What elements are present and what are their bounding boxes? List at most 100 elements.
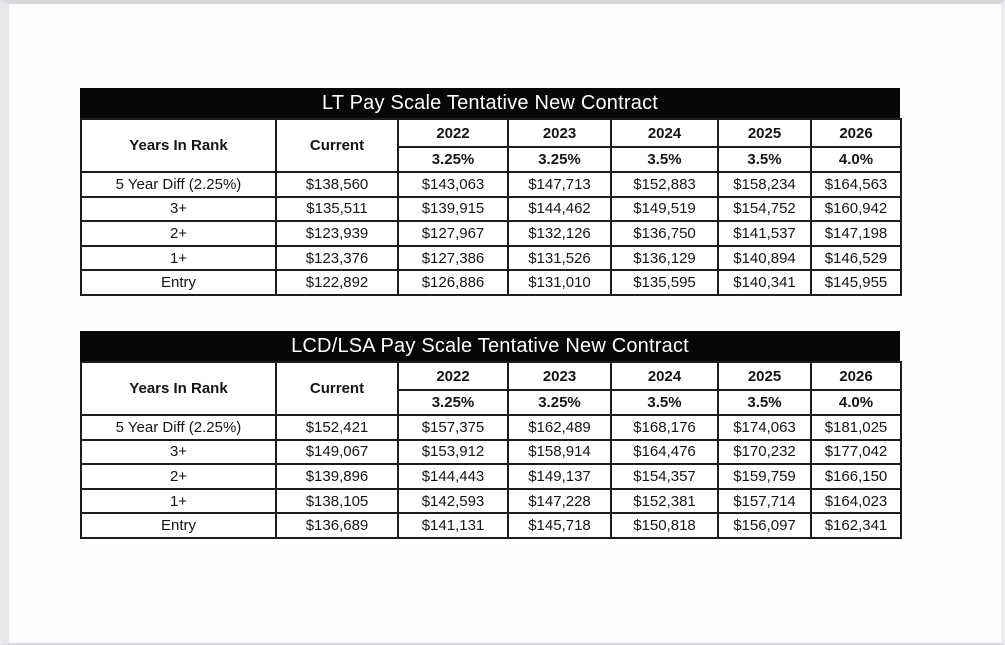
row-label-cell: 3+ — [80, 438, 277, 466]
pay-value-cell: $122,892 — [275, 269, 399, 296]
pay-value-cell: $150,818 — [610, 512, 719, 539]
row-label-cell: 2+ — [80, 220, 277, 247]
year-header: 2022 — [397, 118, 509, 148]
pay-value-cell: $154,752 — [717, 195, 812, 223]
raise-percent-header: 3.5% — [610, 146, 719, 173]
pay-value-cell: $156,097 — [717, 512, 812, 539]
table-row: 2+ $123,939 $127,967 $132,126 $136,750 $… — [80, 220, 902, 247]
pay-value-cell: $140,341 — [717, 269, 812, 296]
pay-value-cell: $158,234 — [717, 171, 812, 198]
pay-value-cell: $164,563 — [810, 171, 902, 198]
row-label-cell: 5 Year Diff (2.25%) — [80, 171, 277, 198]
pay-value-cell: $146,529 — [810, 244, 902, 272]
year-header: 2022 — [397, 361, 509, 391]
lcd-lsa-pay-scale-table: Years In Rank Current 2022 2023 2024 202… — [80, 361, 902, 539]
pay-value-cell: $149,067 — [275, 438, 399, 466]
pay-value-cell: $135,511 — [275, 195, 399, 223]
pay-value-cell: $147,713 — [507, 171, 612, 198]
pay-value-cell: $162,341 — [810, 512, 902, 539]
year-header: 2023 — [507, 118, 612, 148]
pay-value-cell: $136,129 — [610, 244, 719, 272]
pay-value-cell: $147,198 — [810, 220, 902, 247]
table-row: 3+ $135,511 $139,915 $144,462 $149,519 $… — [80, 195, 902, 223]
pay-value-cell: $152,883 — [610, 171, 719, 198]
table-row: 5 Year Diff (2.25%) $152,421 $157,375 $1… — [80, 414, 902, 441]
raise-percent-header: 3.25% — [397, 146, 509, 173]
row-label-cell: 1+ — [80, 244, 277, 272]
year-header: 2024 — [610, 118, 719, 148]
pay-value-cell: $181,025 — [810, 414, 902, 441]
lcd-lsa-pay-scale-section: LCD/LSA Pay Scale Tentative New Contract… — [80, 331, 902, 539]
raise-percent-header: 4.0% — [810, 146, 902, 173]
table-row: Entry $136,689 $141,131 $145,718 $150,81… — [80, 512, 902, 539]
pay-value-cell: $138,560 — [275, 171, 399, 198]
pay-value-cell: $142,593 — [397, 487, 509, 515]
pay-value-cell: $123,376 — [275, 244, 399, 272]
pay-value-cell: $157,714 — [717, 487, 812, 515]
pay-value-cell: $162,489 — [507, 414, 612, 441]
year-header: 2026 — [810, 361, 902, 391]
lt-pay-scale-section: LT Pay Scale Tentative New Contract Year… — [80, 88, 902, 296]
pay-value-cell: $149,519 — [610, 195, 719, 223]
pay-value-cell: $131,526 — [507, 244, 612, 272]
raise-percent-header: 3.5% — [717, 146, 812, 173]
year-header: 2025 — [717, 361, 812, 391]
pay-value-cell: $160,942 — [810, 195, 902, 223]
row-label-cell: 1+ — [80, 487, 277, 515]
pay-value-cell: $159,759 — [717, 463, 812, 490]
year-header: 2023 — [507, 361, 612, 391]
pay-value-cell: $144,443 — [397, 463, 509, 490]
pay-value-cell: $136,689 — [275, 512, 399, 539]
pay-value-cell: $140,894 — [717, 244, 812, 272]
lt-table-title: LT Pay Scale Tentative New Contract — [321, 91, 659, 114]
pay-value-cell: $170,232 — [717, 438, 812, 466]
raise-percent-header: 4.0% — [810, 389, 902, 416]
pay-value-cell: $138,105 — [275, 487, 399, 515]
pay-value-cell: $152,421 — [275, 414, 399, 441]
raise-percent-header: 3.25% — [397, 389, 509, 416]
pay-value-cell: $139,896 — [275, 463, 399, 490]
pay-value-cell: $152,381 — [610, 487, 719, 515]
year-header: 2024 — [610, 361, 719, 391]
pay-value-cell: $141,131 — [397, 512, 509, 539]
pay-value-cell: $139,915 — [397, 195, 509, 223]
year-header: 2025 — [717, 118, 812, 148]
raise-percent-header: 3.5% — [610, 389, 719, 416]
row-label-cell: 2+ — [80, 463, 277, 490]
table-row: Entry $122,892 $126,886 $131,010 $135,59… — [80, 269, 902, 296]
table-row: 2+ $139,896 $144,443 $149,137 $154,357 $… — [80, 463, 902, 490]
pay-value-cell: $149,137 — [507, 463, 612, 490]
pay-value-cell: $144,462 — [507, 195, 612, 223]
pay-value-cell: $153,912 — [397, 438, 509, 466]
pay-value-cell: $132,126 — [507, 220, 612, 247]
pay-value-cell: $127,967 — [397, 220, 509, 247]
pay-value-cell: $164,476 — [610, 438, 719, 466]
pay-value-cell: $123,939 — [275, 220, 399, 247]
pay-value-cell: $135,595 — [610, 269, 719, 296]
pay-value-cell: $126,886 — [397, 269, 509, 296]
raise-percent-header: 3.25% — [507, 389, 612, 416]
pay-value-cell: $174,063 — [717, 414, 812, 441]
table-row: 1+ $123,376 $127,386 $131,526 $136,129 $… — [80, 244, 902, 272]
lcd-lsa-table-title: LCD/LSA Pay Scale Tentative New Contract — [291, 334, 689, 357]
pay-value-cell: $145,955 — [810, 269, 902, 296]
pay-value-cell: $168,176 — [610, 414, 719, 441]
pay-value-cell: $157,375 — [397, 414, 509, 441]
row-label-cell: 5 Year Diff (2.25%) — [80, 414, 277, 441]
lt-pay-scale-table: Years In Rank Current 2022 2023 2024 202… — [80, 118, 902, 296]
year-header: 2026 — [810, 118, 902, 148]
current-header: Current — [275, 118, 399, 173]
raise-percent-header: 3.5% — [717, 389, 812, 416]
lcd-lsa-table-title-bar: LCD/LSA Pay Scale Tentative New Contract — [80, 331, 900, 361]
pay-value-cell: $141,537 — [717, 220, 812, 247]
years-in-rank-header: Years In Rank — [80, 361, 277, 416]
row-label-cell: 3+ — [80, 195, 277, 223]
table-row: 3+ $149,067 $153,912 $158,914 $164,476 $… — [80, 438, 902, 466]
pay-value-cell: $145,718 — [507, 512, 612, 539]
lt-table-title-bar: LT Pay Scale Tentative New Contract — [80, 88, 900, 118]
table-row: 1+ $138,105 $142,593 $147,228 $152,381 $… — [80, 487, 902, 515]
pay-value-cell: $127,386 — [397, 244, 509, 272]
pay-value-cell: $131,010 — [507, 269, 612, 296]
pay-value-cell: $177,042 — [810, 438, 902, 466]
row-label-cell: Entry — [80, 269, 277, 296]
